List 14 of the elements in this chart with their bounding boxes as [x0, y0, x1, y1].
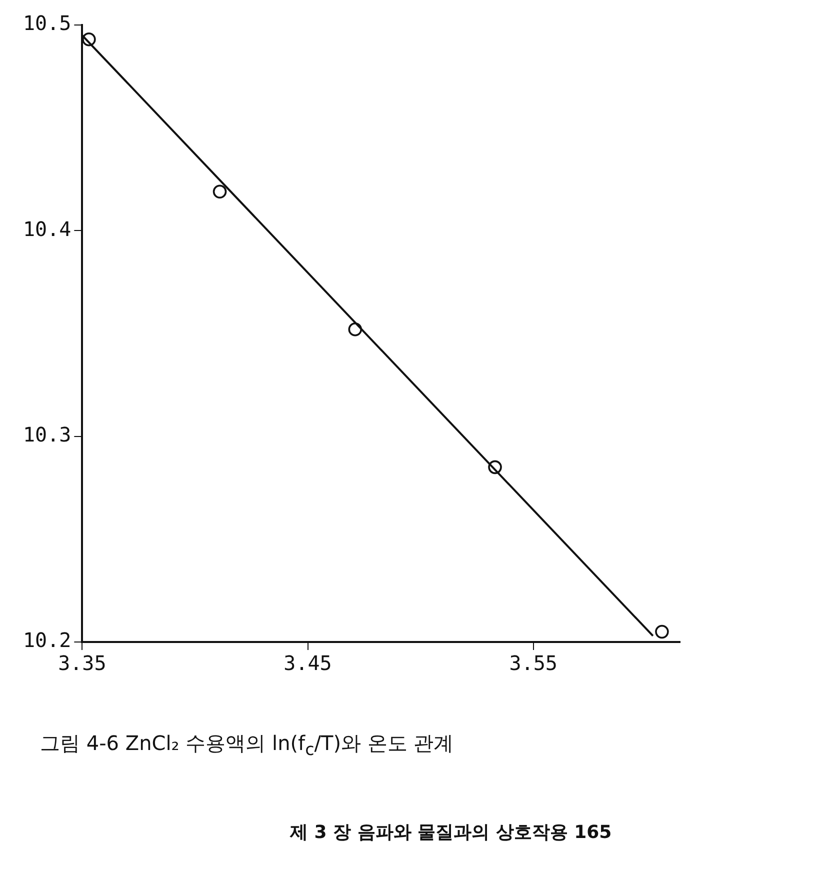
- y-tick-label: 10.2: [22, 628, 72, 652]
- x-tick-label: 3.45: [284, 651, 332, 676]
- x-tick-label: 3.55: [509, 651, 558, 676]
- point: [82, 32, 96, 46]
- point: [348, 322, 362, 336]
- text: 제 3 장 음파와 물질과의 상호작용 165: [290, 821, 612, 844]
- y-tick-label: 10.3: [22, 422, 72, 447]
- point: [212, 184, 227, 198]
- point: [488, 460, 502, 474]
- x-tick-label: 3.35: [58, 651, 106, 676]
- text: 그림 4-6 ZnCl₂ 수용액의 ln(f$_{c}$/T)와 온도 관계: [40, 730, 454, 759]
- y-tick-label: 10.5: [22, 11, 72, 36]
- y-tick-label: 10.4: [22, 216, 72, 241]
- point: [655, 624, 669, 639]
